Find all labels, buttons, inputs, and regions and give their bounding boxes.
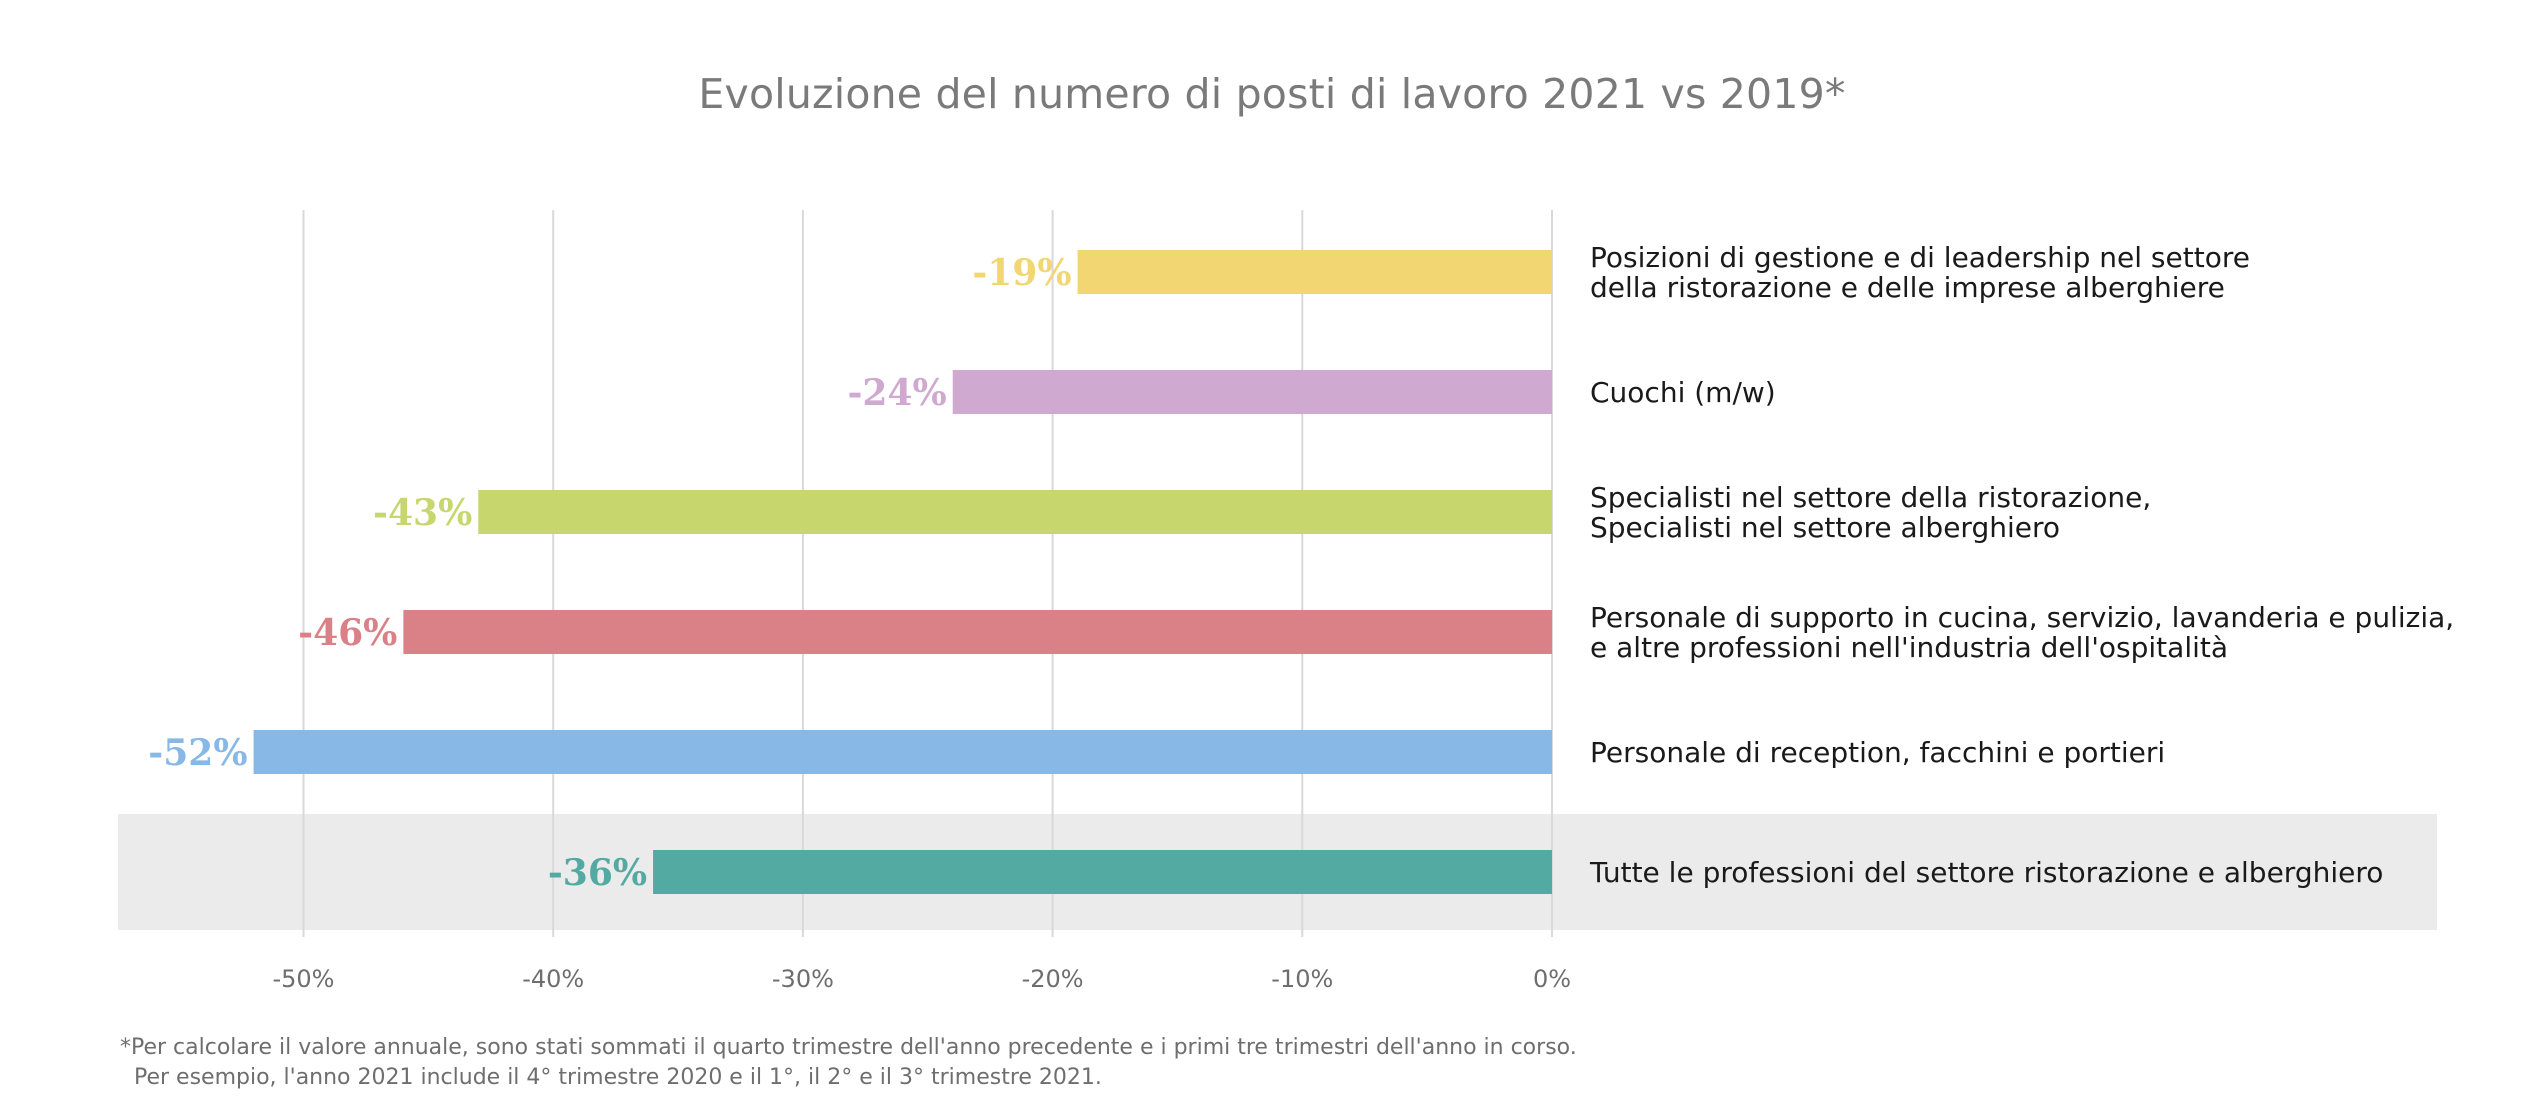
bar — [1077, 250, 1552, 294]
gridline-layer — [302, 210, 1553, 937]
bar — [403, 610, 1552, 654]
footnote-line-2: Per esempio, l'anno 2021 include il 4° t… — [120, 1065, 1102, 1090]
x-tick-label: -20% — [1022, 965, 1084, 993]
category-label: Tutte le professioni del settore ristora… — [1589, 856, 2383, 889]
category-label: Specialisti nel settore della ristorazio… — [1590, 481, 2151, 514]
data-label: -52% — [148, 732, 247, 774]
bar — [952, 370, 1552, 414]
bar — [653, 850, 1552, 894]
data-label: -43% — [373, 492, 472, 534]
data-label: -24% — [847, 372, 946, 414]
x-tick-label: -50% — [272, 965, 334, 993]
x-tick-label: 0% — [1533, 965, 1571, 993]
bar-layer — [253, 250, 1552, 894]
x-tick-label: -40% — [522, 965, 584, 993]
x-tick-layer: -50% -40% -30% -20% -10% 0% — [272, 965, 1571, 993]
bar — [253, 730, 1552, 774]
category-label: Personale di reception, facchini e porti… — [1590, 736, 2165, 769]
footnote-line-1: *Per calcolare il valore annuale, sono s… — [120, 1035, 1577, 1060]
data-label: -36% — [548, 852, 647, 894]
category-label: Personale di supporto in cucina, servizi… — [1590, 601, 2454, 634]
x-tick-label: -30% — [772, 965, 834, 993]
category-label-layer: Posizioni di gestione e di leadership ne… — [1589, 241, 2454, 889]
bar — [478, 490, 1552, 534]
category-label: Posizioni di gestione e di leadership ne… — [1590, 241, 2250, 274]
x-tick-label: -10% — [1271, 965, 1333, 993]
category-label: Specialisti nel settore alberghiero — [1590, 511, 2060, 544]
chart-title: Evoluzione del numero di posti di lavoro… — [698, 70, 1846, 118]
value-label-layer: -19% -24% -43% -46% -52% -36% — [148, 252, 1071, 894]
category-label: Cuochi (m/w) — [1590, 376, 1776, 409]
data-label: -46% — [298, 612, 397, 654]
footnote: *Per calcolare il valore annuale, sono s… — [120, 1033, 1577, 1093]
category-label: della ristorazione e delle imprese alber… — [1590, 271, 2225, 304]
data-label: -19% — [972, 252, 1071, 294]
category-label: e altre professioni nell'industria dell'… — [1590, 631, 2228, 664]
